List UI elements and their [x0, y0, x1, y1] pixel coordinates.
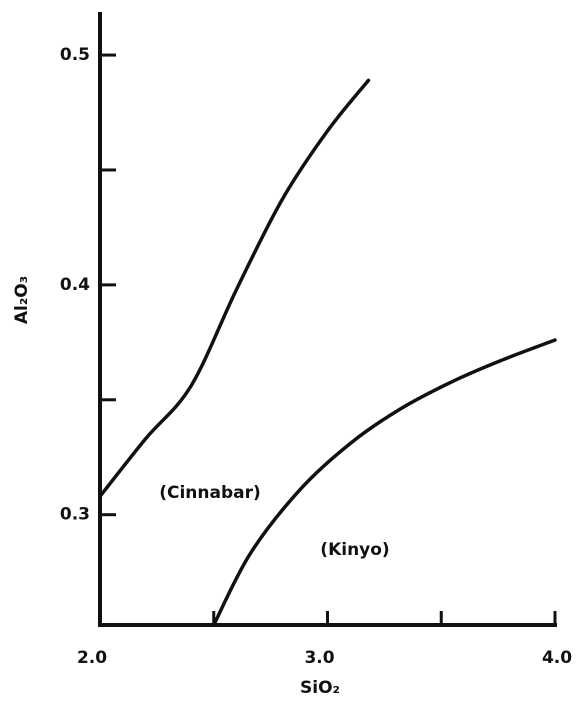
x-tick-label: 4.0: [542, 648, 572, 668]
y-tick-label: 0.5: [60, 45, 90, 65]
curve: [212, 338, 557, 627]
curve: [98, 78, 371, 499]
x-axis-label: SiO₂: [300, 678, 340, 698]
y-tick-label: 0.4: [60, 275, 90, 295]
x-tick-label: 3.0: [304, 648, 334, 668]
y-axis-label: Al₂O₃: [12, 276, 32, 324]
y-tick-label: 0.3: [60, 505, 90, 525]
x-tick-label: 2.0: [77, 648, 107, 668]
curve-label: (Cinnabar): [159, 483, 261, 503]
curve-label: (Kinyo): [320, 540, 389, 560]
